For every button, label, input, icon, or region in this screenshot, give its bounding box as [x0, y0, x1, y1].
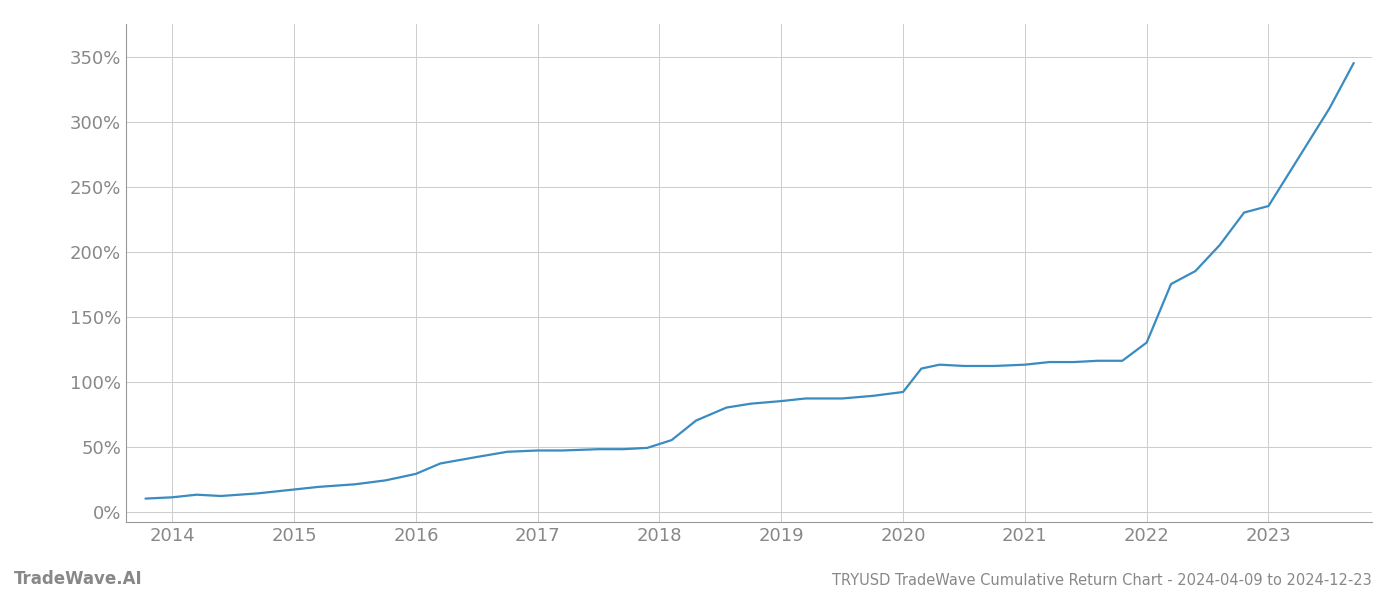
Text: TRYUSD TradeWave Cumulative Return Chart - 2024-04-09 to 2024-12-23: TRYUSD TradeWave Cumulative Return Chart…	[832, 573, 1372, 588]
Text: TradeWave.AI: TradeWave.AI	[14, 570, 143, 588]
